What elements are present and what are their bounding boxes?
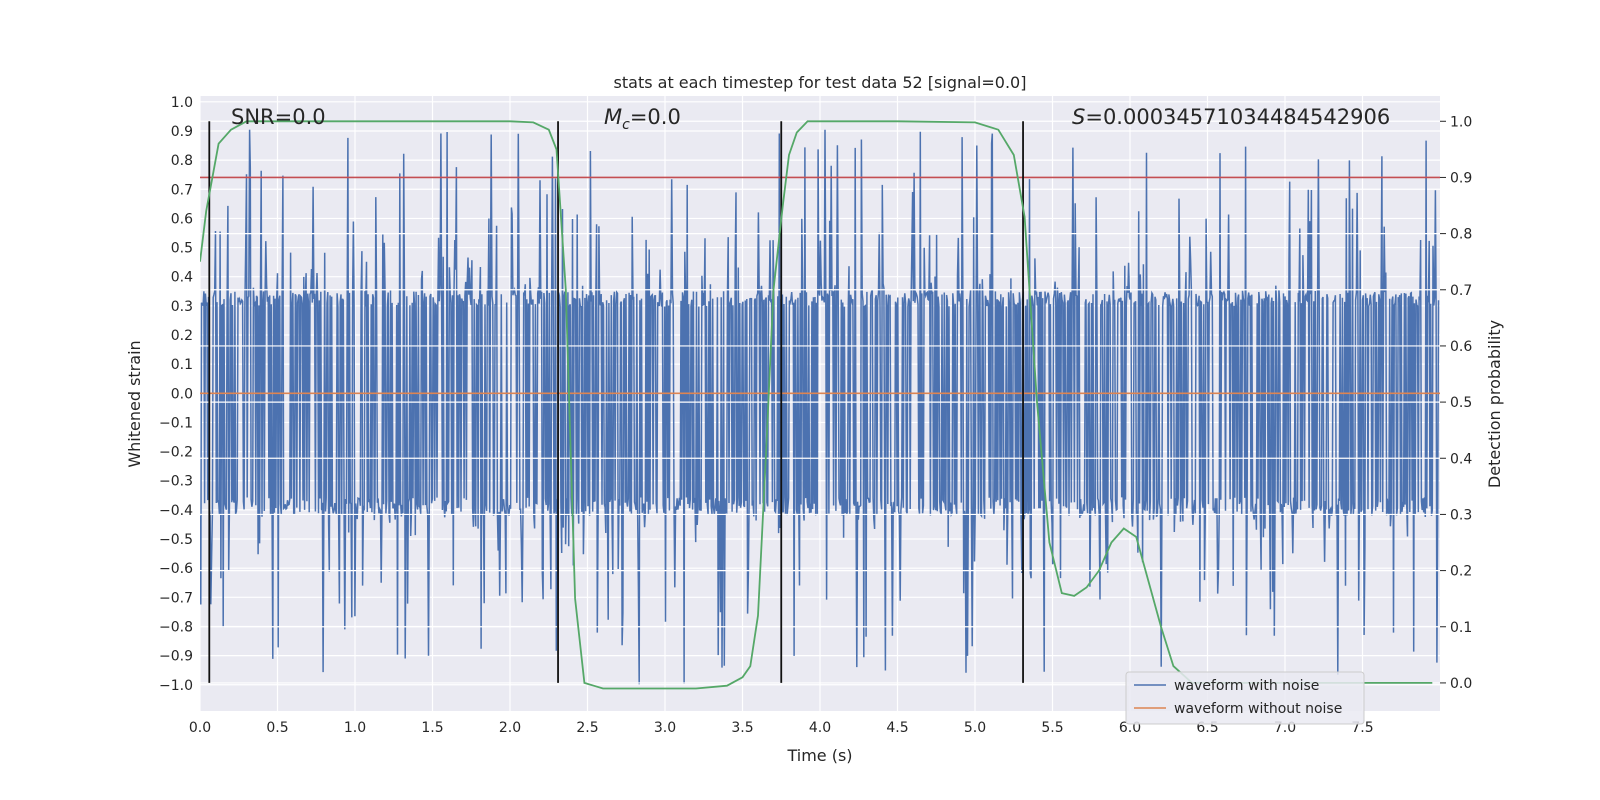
- y2-tick-label: 1.0: [1450, 114, 1472, 130]
- y-tick-label: −1.0: [159, 678, 193, 694]
- score-annotation: S=0.00034571034484542906: [1072, 105, 1390, 129]
- y2-tick-label: 0.4: [1450, 451, 1472, 467]
- y2-tick-label: 0.5: [1450, 395, 1472, 411]
- axis-ticks: 0.0 0.5 1.0 1.5 2.0 2.5 3.0 3.5 4.0 4.5 5.0 5.5 6.0 6…: [159, 95, 1472, 736]
- legend-box: [1125, 671, 1365, 725]
- y2-axis-label: Detection probability: [1485, 320, 1504, 488]
- y-tick-label: −0.3: [159, 474, 193, 490]
- y-tick-label: −0.6: [159, 561, 193, 577]
- legend-label-clean: waveform without noise: [1174, 701, 1342, 717]
- x-tick-label: 1.0: [344, 720, 366, 736]
- legend: waveform with noise waveform without noi…: [1125, 671, 1365, 725]
- y2-tick-label: 0.1: [1450, 620, 1472, 636]
- y2-tick-label: 0.8: [1450, 227, 1472, 243]
- y-tick-label: 0.0: [171, 386, 193, 402]
- x-tick-label: 4.5: [886, 720, 908, 736]
- x-tick-label: 3.5: [731, 720, 753, 736]
- y2-tick-label: 0.2: [1450, 564, 1472, 580]
- y-tick-label: −0.8: [159, 619, 193, 635]
- y-tick-label: 0.7: [171, 182, 193, 198]
- y-tick-label: −0.2: [159, 445, 193, 461]
- plot-series: [200, 120, 1440, 690]
- y-tick-label: −0.1: [159, 415, 193, 431]
- chirp-mass-annotation: Mc=0.0: [604, 105, 681, 133]
- y2-tick-label: 0.3: [1450, 507, 1472, 523]
- x-tick-label: 2.5: [576, 720, 598, 736]
- y2-tick-label: 0.9: [1450, 170, 1472, 186]
- detection-probability-line: [200, 120, 1433, 690]
- x-tick-label: 5.5: [1041, 720, 1063, 736]
- y2-tick-label: 0.7: [1450, 283, 1472, 299]
- waveform-noise-line: [200, 129, 1440, 685]
- x-tick-label: 5.0: [964, 720, 986, 736]
- y-tick-label: 0.2: [171, 328, 193, 344]
- x-tick-label: 1.5: [421, 720, 443, 736]
- y-tick-label: 0.8: [171, 153, 193, 169]
- y-axis-label: Whitened strain: [125, 340, 144, 467]
- y-tick-label: 0.3: [171, 299, 193, 315]
- y-tick-label: 0.6: [171, 211, 193, 227]
- x-tick-label: 0.0: [189, 720, 211, 736]
- y-tick-label: 0.1: [171, 357, 193, 373]
- y-tick-label: 1.0: [171, 95, 193, 111]
- legend-label-noise: waveform with noise: [1174, 678, 1319, 694]
- x-axis-label: Time (s): [786, 746, 852, 765]
- x-tick-label: 4.0: [809, 720, 831, 736]
- y2-tick-label: 0.6: [1450, 339, 1472, 355]
- snr-annotation: SNR=0.0: [231, 105, 326, 129]
- y-tick-label: −0.5: [159, 532, 193, 548]
- y-tick-label: −0.7: [159, 590, 193, 606]
- y-tick-label: 0.4: [171, 270, 193, 286]
- y-tick-label: −0.4: [159, 503, 193, 519]
- x-tick-label: 2.0: [499, 720, 521, 736]
- y-tick-label: −0.9: [159, 649, 193, 665]
- y-tick-label: 0.5: [171, 241, 193, 257]
- y-tick-label: 0.9: [171, 124, 193, 140]
- chart-title: stats at each timestep for test data 52 …: [614, 73, 1027, 92]
- x-tick-label: 3.0: [654, 720, 676, 736]
- y2-tick-label: 0.0: [1450, 676, 1472, 692]
- x-tick-label: 0.5: [266, 720, 288, 736]
